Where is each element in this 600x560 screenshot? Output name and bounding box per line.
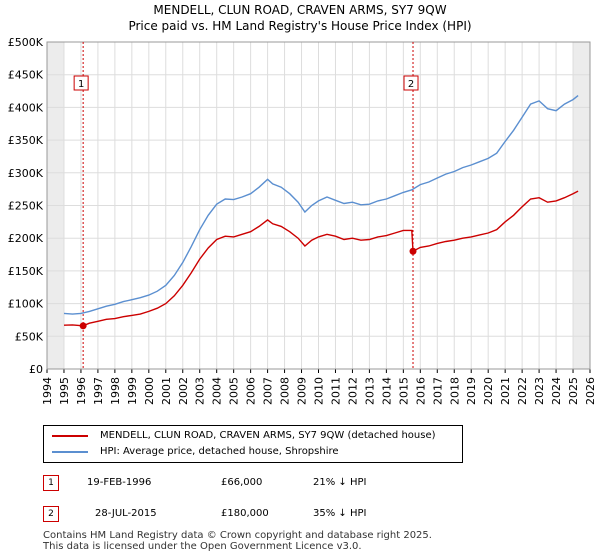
x-tick-label: 2014 [380,377,393,405]
x-tick-label: 2018 [448,377,461,405]
x-tick-label: 2015 [397,377,410,405]
footer-attribution: Contains HM Land Registry data © Crown c… [43,530,432,552]
chart-legend: MENDELL, CLUN ROAD, CRAVEN ARMS, SY7 9QW… [43,425,463,463]
sale-price: £180,000 [221,508,269,519]
x-tick-label: 2009 [296,377,309,405]
y-tick-label: £100K [8,298,44,311]
x-tick-label: 1997 [92,377,105,405]
sale-label-box-2 [403,75,419,91]
series-line-hpi [63,95,579,315]
x-tick-label: 2012 [346,377,359,405]
x-tick-label: 2024 [550,377,563,405]
x-tick-label: 2013 [363,377,376,405]
y-tick-label: £400K [8,101,44,114]
x-tick-label: 2023 [533,377,546,405]
plot-frame [46,41,591,370]
price-chart: £0 £50K £100K £150K £200K £250K £300K £350K £400… [8,36,597,405]
x-tick-label: 2005 [228,377,241,405]
y-tick-label: £0 [29,363,43,376]
x-tick-label: 2008 [279,377,292,405]
sale-point-1 [79,322,87,330]
chart-subtitle: Price paid vs. HM Land Registry's House … [128,19,472,33]
x-tick-label: 2003 [194,377,207,405]
sale-label-1: 1 [78,79,84,90]
y-tick-label: £200K [8,232,44,245]
x-tick-label: 2021 [499,377,512,405]
x-tick-label: 2016 [414,377,427,405]
sale-hpi-diff: 21% ↓ HPI [313,477,367,488]
x-tick-label: 2019 [465,377,478,405]
sale-point-2 [409,247,417,255]
chart-title: MENDELL, CLUN ROAD, CRAVEN ARMS, SY7 9QW [153,3,447,17]
sale-date: 28-JUL-2015 [95,508,157,519]
x-tick-label: 2004 [211,377,224,405]
x-tick-label: 1996 [75,377,88,405]
x-tick-label: 2006 [245,377,258,405]
y-tick-label: £500K [8,36,44,49]
x-tick-label: 2020 [482,377,495,405]
y-tick-label: £150K [8,265,44,278]
series-line-property [63,190,579,327]
sale-date: 19-FEB-1996 [87,477,152,488]
x-tick-label: 2001 [160,377,173,405]
x-tick-label: 2007 [262,377,275,405]
x-tick-label: 1998 [109,377,122,405]
x-tick-label: 1999 [126,377,139,405]
legend-swatch-blue [52,451,88,453]
y-tick-label: £450K [8,69,44,82]
x-tick-label: 2002 [177,377,190,405]
x-tick-label: 2025 [567,377,580,405]
x-tick-label: 2011 [329,377,342,405]
footer-line-1: Contains HM Land Registry data © Crown c… [43,530,432,541]
sale-label-box-1 [73,75,89,91]
footer-line-2: This data is licensed under the Open Gov… [43,541,362,552]
x-tick-label: 2026 [584,377,597,405]
sale-hpi-diff: 35% ↓ HPI [313,508,367,519]
x-tick-label: 1994 [41,377,54,405]
legend-swatch-red [52,435,88,437]
sale-price: £66,000 [221,477,263,488]
y-tick-label: £250K [8,200,44,213]
x-tick-label: 2022 [516,377,529,405]
x-tick-label: 1995 [58,377,71,405]
x-tick-label: 2017 [431,377,444,405]
x-tick-label: 2010 [313,377,326,405]
y-tick-label: £350K [8,134,44,147]
sale-badge: 1 [43,475,59,491]
sale-badge: 2 [43,506,59,522]
sale-label-2: 2 [408,79,414,90]
y-tick-label: £50K [15,330,44,343]
legend-label-hpi: HPI: Average price, detached house, Shro… [100,446,339,457]
y-tick-label: £300K [8,167,44,180]
legend-label-property: MENDELL, CLUN ROAD, CRAVEN ARMS, SY7 9QW… [100,430,436,441]
x-tick-label: 2000 [143,377,156,405]
